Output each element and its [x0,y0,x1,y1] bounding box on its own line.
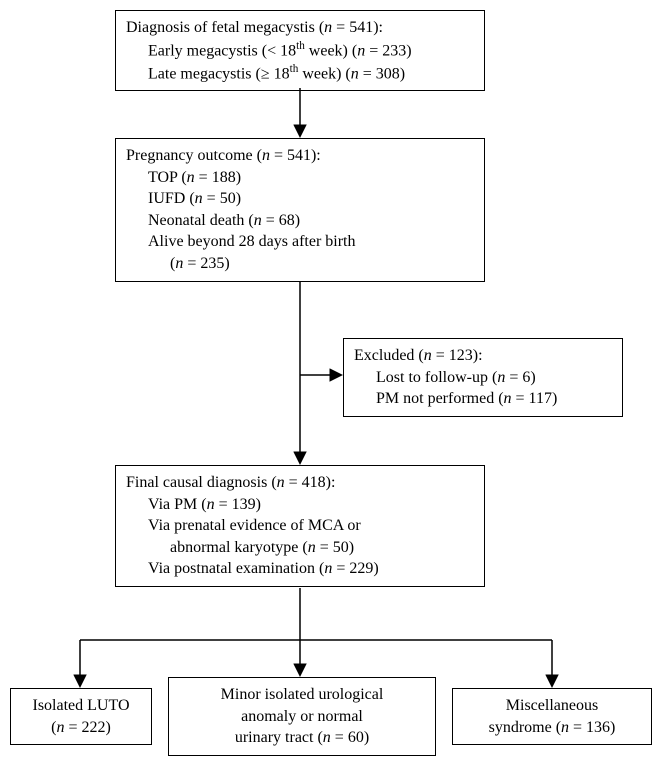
txt: abnormal karyotype ( [170,539,308,556]
excluded-title: Excluded (n = 123): [354,345,612,367]
txt: = 139) [215,496,261,513]
txt: = 123): [432,347,483,364]
txt: PM not performed ( [376,390,504,407]
txt: Lost to follow-up ( [376,369,497,386]
final-box: Final causal diagnosis (n = 418): Via PM… [115,465,485,587]
minor-l3: urinary tract (n = 60) [179,727,425,749]
final-l1: Via PM (n = 139) [126,494,474,516]
txt: = 541): [332,19,383,36]
diagnosis-line1: Early megacystis (< 18th week) (n = 233) [126,39,474,62]
outcome-l5: (n = 235) [126,253,474,275]
txt: = 235) [183,255,229,272]
txt: week) ( [298,65,350,82]
txt: urinary tract ( [235,729,323,746]
final-l4: Via postnatal examination (n = 229) [126,558,474,580]
txt: Late megacystis (≥ 18 [148,65,290,82]
txt: = 418): [285,474,336,491]
n: n [351,65,359,82]
n: n [424,347,432,364]
n: n [504,390,512,407]
n: n [308,539,316,556]
minor-box: Minor isolated urological anomaly or nor… [168,677,436,756]
n: n [195,190,203,207]
txt: syndrome ( [489,719,561,736]
flowchart-diagram: Diagnosis of fetal megacystis (n = 541):… [10,10,652,760]
txt: = 60) [331,729,369,746]
txt: = 541): [270,147,321,164]
n: n [323,729,331,746]
n: n [187,169,195,186]
luto-box: Isolated LUTO (n = 222) [10,688,152,745]
minor-l1: Minor isolated urological [179,684,425,706]
misc-l1: Miscellaneous [463,695,641,717]
final-l3: abnormal karyotype (n = 50) [126,537,474,559]
luto-l1: Isolated LUTO [21,695,141,717]
txt: Excluded ( [354,347,424,364]
luto-l2: (n = 222) [21,717,141,739]
excluded-box: Excluded (n = 123): Lost to follow-up (n… [343,338,623,417]
final-l2: Via prenatal evidence of MCA or [126,515,474,537]
txt: IUFD ( [148,190,195,207]
txt: Neonatal death ( [148,212,254,229]
outcome-l4: Alive beyond 28 days after birth [126,231,474,253]
txt: = 50) [203,190,241,207]
txt: TOP ( [148,169,187,186]
txt: = 222) [64,719,110,736]
txt: = 188) [195,169,241,186]
outcome-l1: TOP (n = 188) [126,167,474,189]
minor-l2: anomaly or normal [179,706,425,728]
outcome-box: Pregnancy outcome (n = 541): TOP (n = 18… [115,138,485,282]
outcome-l2: IUFD (n = 50) [126,188,474,210]
txt: = 6) [505,369,535,386]
txt: Pregnancy outcome ( [126,147,262,164]
n: n [561,719,569,736]
txt: Diagnosis of fetal megacystis ( [126,19,324,36]
txt: = 308) [359,65,405,82]
outcome-l3: Neonatal death (n = 68) [126,210,474,232]
txt: = 68) [262,212,300,229]
n: n [254,212,262,229]
txt: Early megacystis (< 18 [148,42,296,59]
txt: = 136) [569,719,615,736]
diagnosis-title: Diagnosis of fetal megacystis (n = 541): [126,17,474,39]
txt: = 233) [365,42,411,59]
diagnosis-line2: Late megacystis (≥ 18th week) (n = 308) [126,62,474,85]
outcome-title: Pregnancy outcome (n = 541): [126,145,474,167]
excluded-l2: PM not performed (n = 117) [354,388,612,410]
n: n [262,147,270,164]
misc-l2: syndrome (n = 136) [463,717,641,739]
misc-box: Miscellaneous syndrome (n = 136) [452,688,652,745]
n: n [324,19,332,36]
txt: Via postnatal examination ( [148,560,324,577]
txt: Via PM ( [148,496,207,513]
txt: Final causal diagnosis ( [126,474,277,491]
n: n [277,474,285,491]
n: n [207,496,215,513]
txt: = 229) [332,560,378,577]
excluded-l1: Lost to follow-up (n = 6) [354,367,612,389]
txt: = 50) [316,539,354,556]
final-title: Final causal diagnosis (n = 418): [126,472,474,494]
txt: week) ( [305,42,357,59]
diagnosis-box: Diagnosis of fetal megacystis (n = 541):… [115,10,485,91]
txt: = 117) [512,390,558,407]
sup: th [296,40,305,52]
